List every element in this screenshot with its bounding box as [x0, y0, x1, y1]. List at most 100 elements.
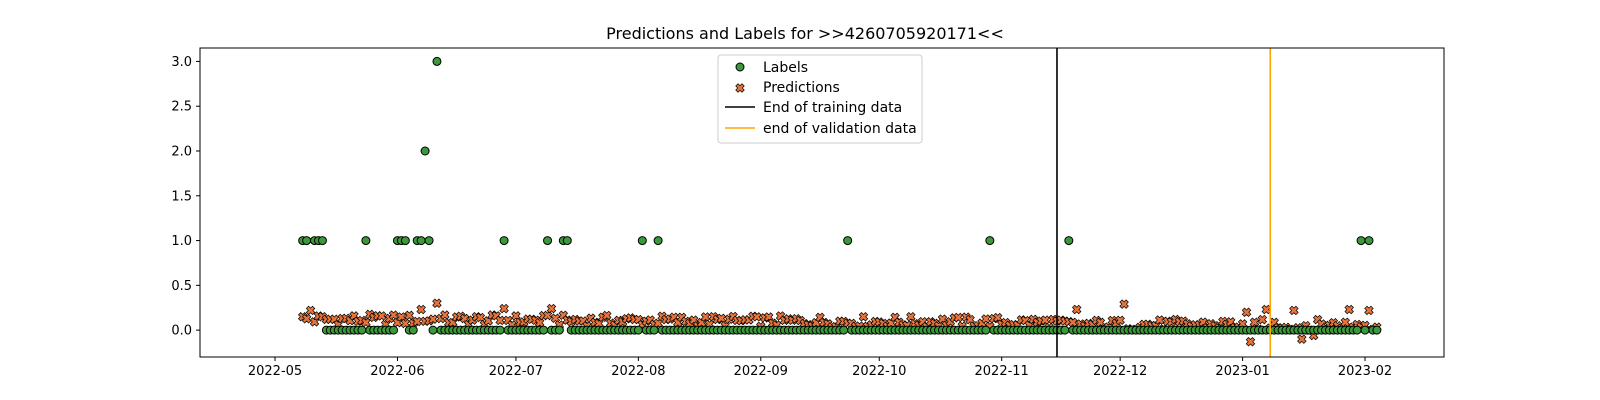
y-tick-label: 2.5: [171, 100, 192, 115]
prediction-point: [404, 310, 415, 321]
prediction-point: [412, 316, 422, 327]
x-tick-label: 2023-01: [1215, 364, 1269, 379]
prediction-point: [1115, 315, 1125, 326]
prediction-point: [1119, 299, 1129, 309]
legend-predictions-text: Predictions: [763, 80, 840, 96]
prediction-point: [1289, 305, 1299, 316]
prediction-point: [440, 310, 450, 320]
prediction-point-marker: [1040, 315, 1050, 325]
prediction-point-marker: [858, 312, 869, 322]
prediction-point-marker: [400, 318, 411, 329]
prediction-point-marker: [546, 303, 557, 314]
prediction-point: [752, 312, 762, 322]
prediction-point-marker: [1115, 315, 1125, 326]
x-tick-label: 2022-12: [1093, 364, 1147, 379]
label-point: [554, 325, 564, 335]
prediction-point-marker: [428, 314, 438, 324]
label-point: [1356, 236, 1366, 246]
label-point: [416, 236, 426, 246]
x-tick-label: 2022-09: [734, 364, 788, 379]
x-tick-label: 2022-05: [248, 364, 302, 379]
label-point: [981, 325, 991, 335]
prediction-point: [1257, 314, 1268, 325]
prediction-point-marker: [1261, 304, 1272, 315]
prediction-point: [1344, 304, 1354, 315]
label-point: [400, 236, 410, 246]
label-point: [1372, 325, 1382, 335]
prediction-point: [416, 304, 426, 315]
prediction-point: [716, 313, 727, 324]
prediction-point-marker: [1289, 305, 1299, 316]
y-tick-label: 0.5: [171, 279, 192, 294]
y-tick-label: 0.0: [171, 324, 192, 339]
prediction-point: [301, 313, 312, 324]
prediction-point-marker: [542, 310, 553, 321]
prediction-point: [981, 314, 991, 324]
prediction-point: [906, 312, 916, 322]
prediction-point: [400, 318, 411, 329]
label-point: [499, 236, 509, 246]
prediction-point: [1364, 305, 1374, 316]
prediction-point-marker: [602, 310, 612, 321]
y-tick-label: 1.5: [171, 189, 192, 204]
prediction-point: [475, 312, 486, 323]
x-tick-label: 2022-08: [611, 364, 665, 379]
label-point: [637, 236, 647, 246]
prediction-point-marker: [1257, 314, 1268, 325]
label-point: [1352, 325, 1362, 335]
label-point: [1360, 325, 1370, 335]
prediction-point-marker: [1119, 299, 1129, 309]
prediction-point: [499, 303, 509, 314]
prediction-point-marker: [376, 311, 387, 321]
prediction-point-marker: [416, 304, 426, 315]
prediction-point: [700, 312, 711, 322]
y-tick-label: 1.0: [171, 234, 192, 249]
prediction-point: [432, 298, 442, 308]
prediction-point-marker: [412, 316, 422, 327]
prediction-point-marker: [1344, 304, 1354, 315]
legend-predictions-marker: [735, 83, 745, 93]
legend-training-text: End of training data: [763, 100, 902, 116]
prediction-point: [1261, 304, 1272, 315]
label-point: [357, 325, 367, 335]
legend-labels-text: Labels: [763, 60, 808, 76]
prediction-point: [602, 310, 612, 321]
prediction-point: [858, 312, 869, 322]
label-point: [1060, 325, 1070, 335]
prediction-point: [546, 303, 557, 314]
x-tick-label: 2023-02: [1338, 364, 1392, 379]
label-point: [653, 236, 663, 246]
prediction-point-marker: [1241, 307, 1252, 317]
label-point: [539, 325, 549, 335]
prediction-point: [305, 305, 316, 316]
x-tick-label: 2022-11: [975, 364, 1029, 379]
x-tick-label: 2022-06: [370, 364, 424, 379]
prediction-point-marker: [404, 310, 415, 321]
chart-title: Predictions and Labels for >>42607059201…: [606, 24, 1004, 43]
prediction-point: [1245, 337, 1256, 347]
label-point: [432, 56, 442, 66]
prediction-point: [1071, 304, 1082, 315]
prediction-point-marker: [432, 298, 442, 308]
label-point: [302, 236, 312, 246]
prediction-point: [542, 310, 553, 321]
x-tick-label: 2022-10: [852, 364, 906, 379]
prediction-point-marker: [1154, 315, 1165, 325]
y-tick-label: 3.0: [171, 55, 192, 70]
prediction-point-marker: [1245, 337, 1256, 347]
prediction-point: [1241, 307, 1252, 317]
label-point: [495, 325, 505, 335]
label-point: [649, 325, 659, 335]
label-point: [633, 325, 643, 335]
prediction-point: [1297, 334, 1307, 344]
legend-validation-text: end of validation data: [763, 121, 917, 137]
legend-labels-marker: [735, 62, 745, 72]
prediction-point-marker: [981, 314, 991, 324]
prediction-point: [428, 314, 438, 324]
prediction-point-marker: [716, 313, 727, 324]
prediction-point-marker: [440, 310, 450, 320]
prediction-point: [953, 312, 963, 323]
legend: Labels Predictions End of training data …: [717, 54, 923, 144]
prediction-point-marker: [388, 310, 399, 320]
